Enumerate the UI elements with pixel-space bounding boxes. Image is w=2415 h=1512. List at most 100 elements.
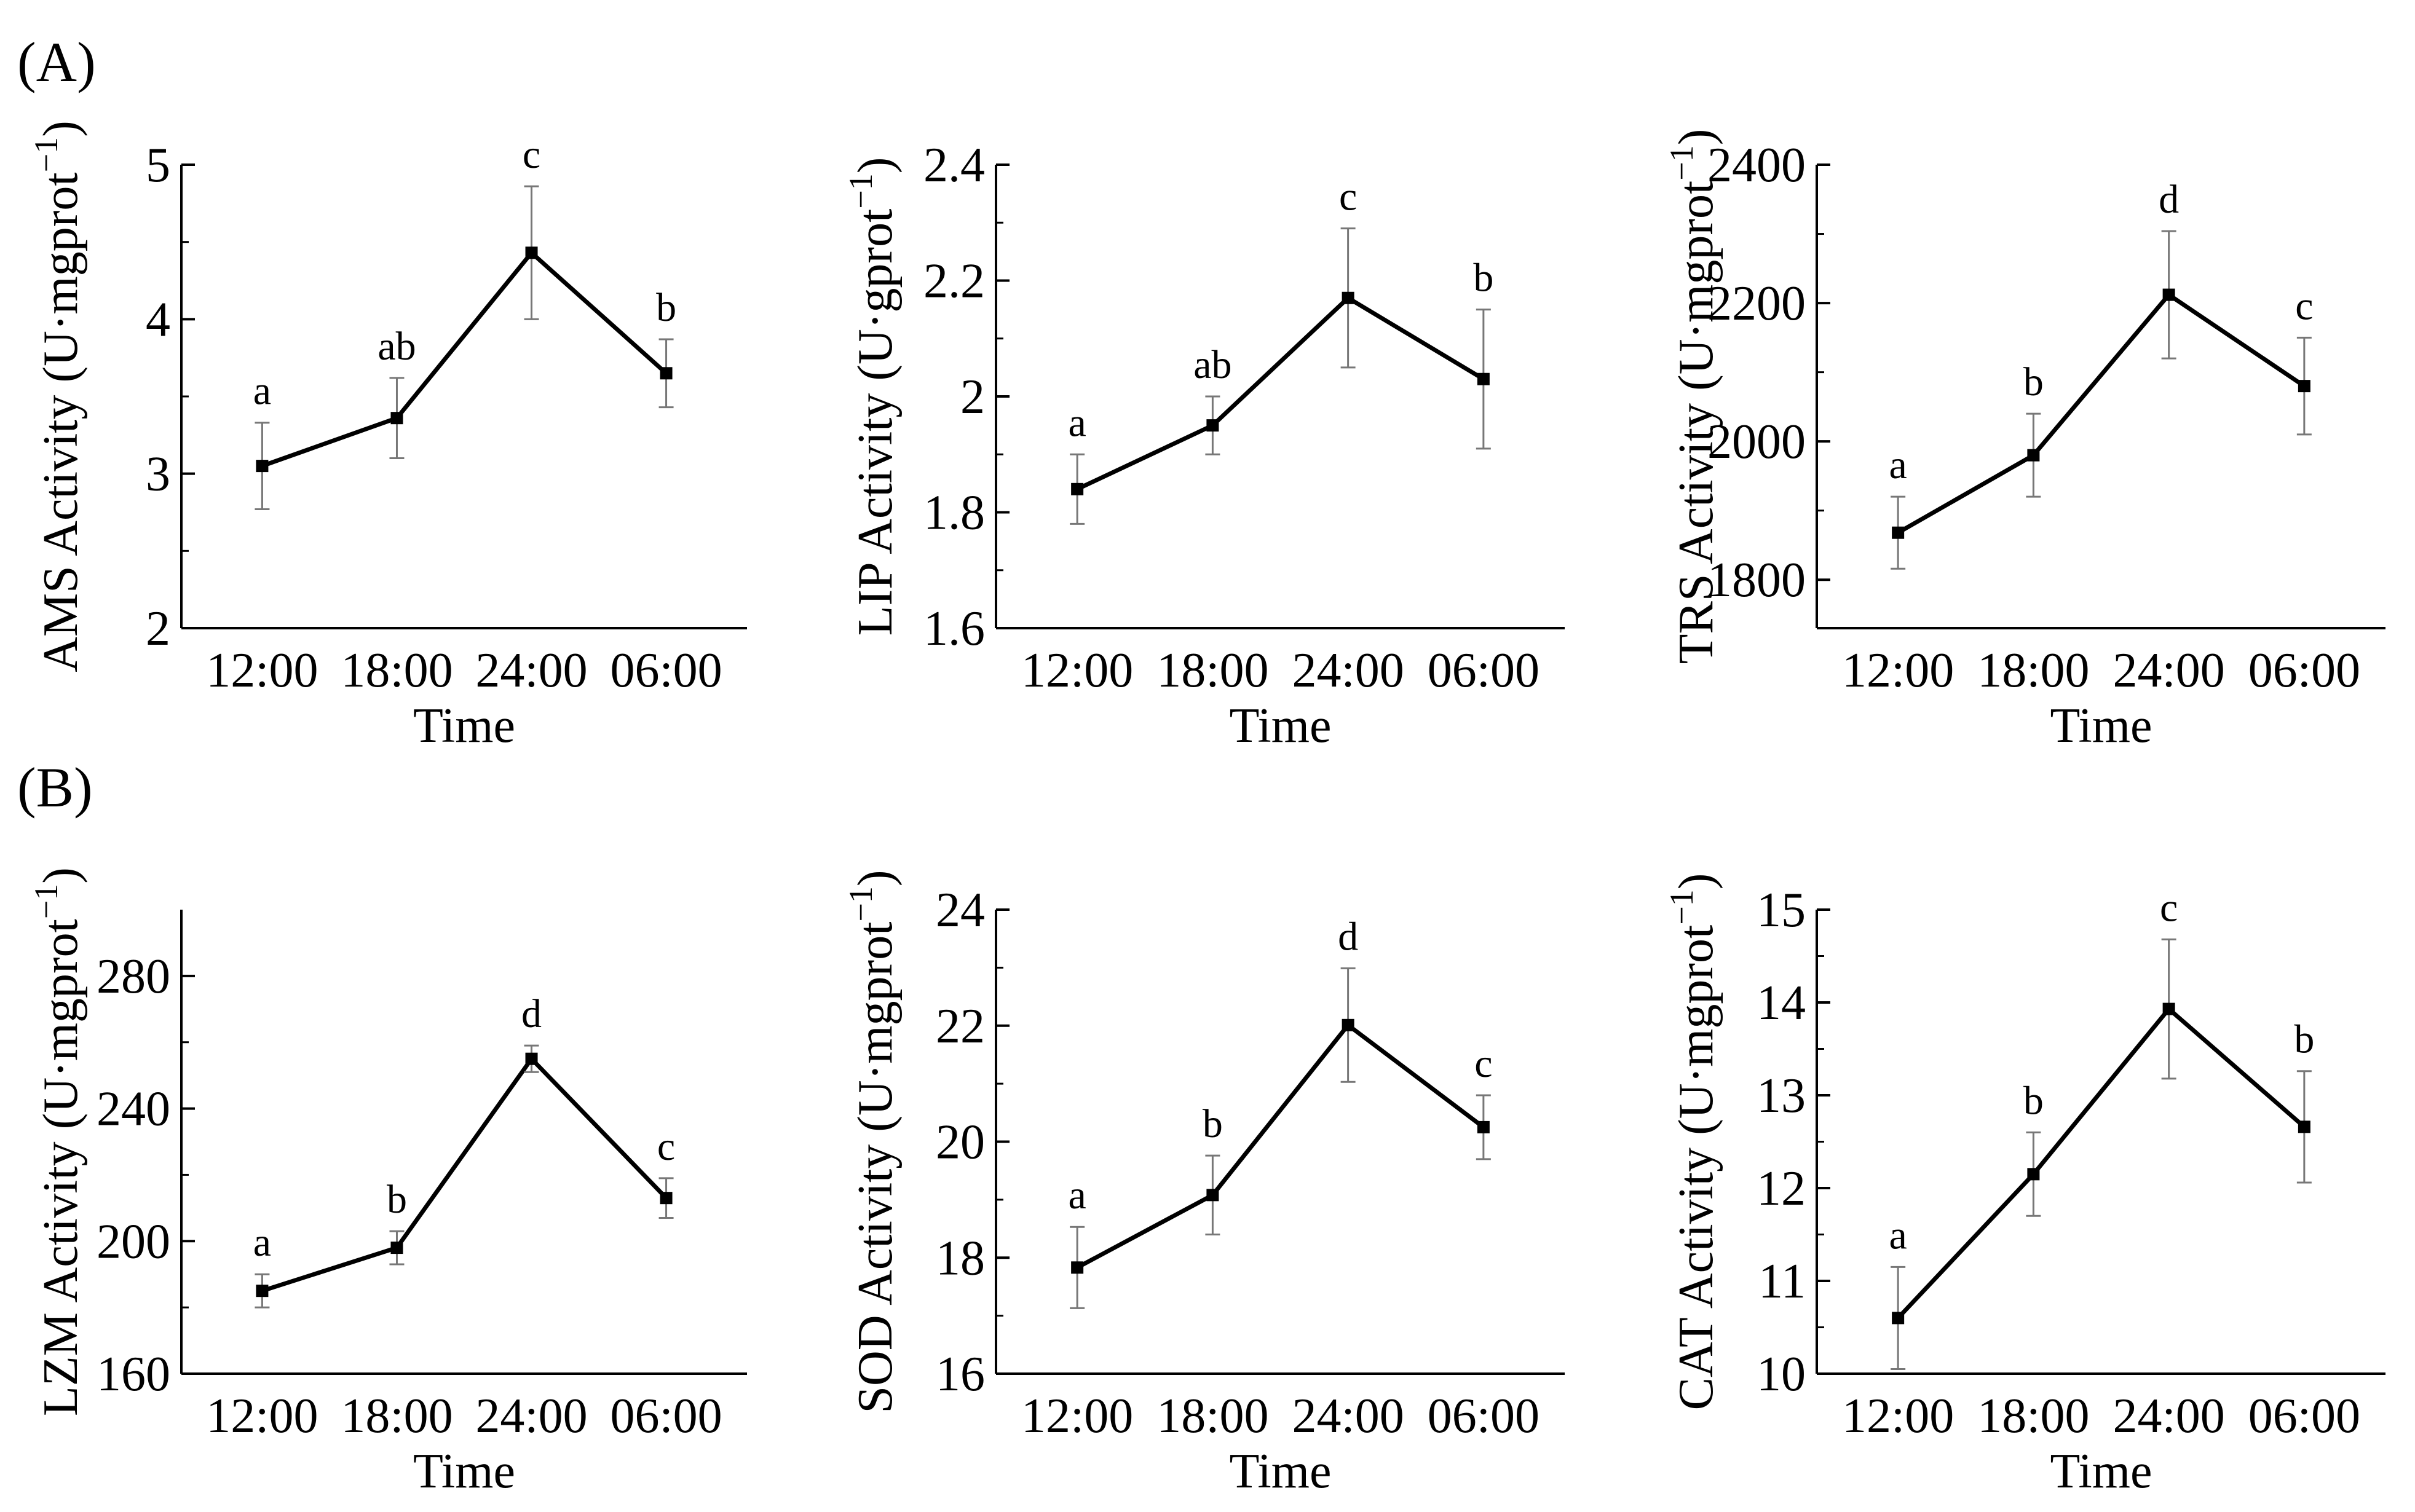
x-tick-label: 18:00: [1977, 1389, 2089, 1443]
y-axis-title: AMS Activity (U·mgprot−1): [28, 120, 88, 672]
y-axis-title-superscript: −1: [28, 137, 65, 172]
y-tick-label: 18: [936, 1231, 985, 1285]
data-point: [1342, 291, 1354, 304]
data-point: [1342, 1018, 1354, 1031]
data-point: [1892, 1312, 1905, 1325]
y-axis-title-close: ): [1669, 129, 1723, 146]
x-tick-label: 12:00: [1021, 1389, 1133, 1443]
significance-label: a: [253, 1220, 271, 1265]
y-axis-title-superscript: −1: [842, 886, 879, 921]
data-point: [390, 1242, 403, 1254]
y-tick-label: 14: [1757, 976, 1806, 1030]
charts-container: 2 3 4 5 12:00 18:00 24:00 06:00 Time AMS Activity…: [28, 120, 2385, 1498]
x-tick-label: 24:00: [1292, 1389, 1404, 1443]
y-axis-title: TRS Activity (U·mgprot−1): [1663, 129, 1723, 664]
data-point: [1071, 482, 1084, 495]
x-tick-label: 06:00: [2248, 644, 2360, 698]
data-point: [525, 246, 538, 259]
significance-label: d: [521, 991, 542, 1036]
y-axis-title: LZM Activity (U·mgprot−1): [28, 867, 88, 1416]
y-tick-label: 12: [1757, 1162, 1806, 1216]
significance-label: b: [2023, 360, 2044, 404]
y-tick-label: 1800: [1707, 553, 1806, 607]
data-point: [256, 460, 269, 473]
data-point: [660, 367, 673, 380]
y-tick-label: 13: [1757, 1069, 1806, 1123]
data-point: [1206, 1189, 1219, 1202]
y-tick-label: 280: [97, 950, 170, 1004]
x-tick-label: 18:00: [1156, 1389, 1268, 1443]
x-tick-label: 24:00: [475, 644, 587, 698]
significance-label: c: [1474, 1041, 1492, 1086]
y-tick-label: 1.6: [923, 602, 985, 656]
significance-label: d: [2159, 177, 2179, 222]
x-tick-label: 18:00: [1977, 644, 2089, 698]
y-tick-label: 160: [97, 1347, 170, 1401]
significance-label: a: [253, 369, 271, 414]
significance-label: a: [1068, 1173, 1086, 1218]
x-tick-label: 24:00: [2113, 1389, 2225, 1443]
data-point: [2027, 449, 2040, 462]
y-axis-title-main: LZM Activity (U·mgprot: [34, 919, 88, 1416]
y-tick-label: 2: [146, 602, 170, 656]
x-axis-title: Time: [1229, 1444, 1331, 1498]
x-tick-label: 18:00: [1156, 644, 1268, 698]
significance-label: b: [1203, 1101, 1223, 1146]
y-tick-label: 15: [1757, 883, 1806, 937]
chart-3: 1800 2000 2200 2400 12:00 18:00 24:00 06:00 Time…: [1663, 129, 2385, 753]
y-axis-title-main: TRS Activity (U·mgprot: [1669, 181, 1723, 664]
x-axis-title: Time: [2050, 1444, 2152, 1498]
y-tick-label: 2.4: [923, 138, 985, 192]
y-axis-title-superscript: −1: [1663, 889, 1700, 924]
x-tick-label: 06:00: [1428, 644, 1540, 698]
chart-6: 10 11 12 13 14 15 12:00 18:00 24:00 06:00 Time CAT …: [1663, 873, 2385, 1498]
significance-label: b: [656, 285, 676, 330]
x-axis-title: Time: [1229, 699, 1331, 753]
y-axis-title-close: ): [34, 867, 88, 884]
x-tick-label: 12:00: [206, 644, 318, 698]
y-tick-label: 2400: [1707, 138, 1806, 192]
chart-4: 160 200 240 280 12:00 18:00 24:00 06:00 Time LZM …: [28, 867, 747, 1498]
series-line: [261, 1055, 668, 1293]
y-tick-label: 200: [97, 1215, 170, 1269]
y-tick-label: 16: [936, 1347, 985, 1401]
significance-label: ab: [1193, 342, 1231, 387]
y-axis-title-close: ): [34, 120, 88, 137]
y-axis-title-superscript: −1: [28, 884, 65, 919]
data-point: [2162, 288, 2175, 301]
x-axis-title: Time: [2050, 699, 2152, 753]
data-point: [1477, 1120, 1490, 1133]
y-axis-title-close: ): [848, 157, 903, 174]
data-point: [2162, 1002, 2175, 1015]
y-tick-label: 2: [960, 370, 985, 424]
x-tick-label: 18:00: [341, 1389, 453, 1443]
x-tick-label: 12:00: [1842, 1389, 1954, 1443]
y-tick-label: 4: [146, 293, 170, 347]
significance-label: c: [657, 1124, 675, 1169]
x-tick-label: 24:00: [1292, 644, 1404, 698]
panel-label-a: (A): [17, 31, 96, 93]
data-point: [660, 1192, 673, 1205]
panel-label-b: (B): [17, 756, 93, 819]
chart-5: 16 18 20 22 24 12:00 18:00 24:00 06:00 Time SOD Ac…: [842, 870, 1565, 1498]
data-point: [256, 1285, 269, 1297]
series-line: [1896, 1006, 2306, 1320]
x-tick-label: 24:00: [475, 1389, 587, 1443]
data-point: [2298, 1120, 2310, 1133]
y-tick-label: 240: [97, 1082, 170, 1136]
x-tick-label: 18:00: [341, 644, 453, 698]
significance-label: a: [1068, 400, 1086, 445]
significance-label: d: [1338, 914, 1358, 959]
series-line: [1076, 295, 1485, 491]
data-point: [2027, 1168, 2040, 1181]
y-tick-label: 24: [936, 883, 985, 937]
y-axis-title-close: ): [1669, 873, 1723, 890]
y-axis-title-main: LIP Activity (U·gprot: [848, 209, 903, 636]
y-tick-label: 10: [1757, 1347, 1806, 1401]
y-axis-title: SOD Activity (U·mgprot−1): [842, 870, 903, 1413]
chart-2: 1.6 1.8 2 2.2 2.4 12:00 18:00 24:00 06:00 Time LIP…: [842, 138, 1565, 753]
y-tick-label: 2.2: [923, 254, 985, 309]
y-axis-title-main: CAT Activity (U·mgprot: [1669, 925, 1723, 1411]
significance-label: c: [2295, 283, 2313, 328]
